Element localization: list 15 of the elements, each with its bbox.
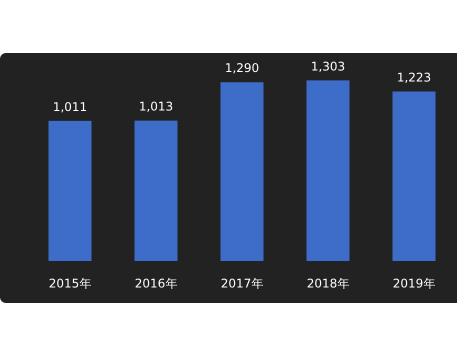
bar (134, 120, 178, 261)
x-tick-label: 2019年 (392, 276, 436, 291)
x-tick-label: 2015年 (48, 276, 92, 291)
data-label: 1,013 (138, 100, 174, 114)
x-tick-label: 2017年 (220, 276, 264, 291)
x-tick-label: 2018年 (306, 276, 350, 291)
bar (392, 92, 436, 261)
bar (306, 80, 350, 261)
bar (48, 120, 92, 261)
bar (220, 82, 264, 261)
data-label: 1,290 (224, 61, 260, 76)
data-label: 1,011 (52, 100, 88, 114)
data-label: 1,223 (396, 70, 432, 85)
data-label: 1,303 (310, 59, 346, 74)
x-tick-label: 2016年 (134, 276, 178, 291)
